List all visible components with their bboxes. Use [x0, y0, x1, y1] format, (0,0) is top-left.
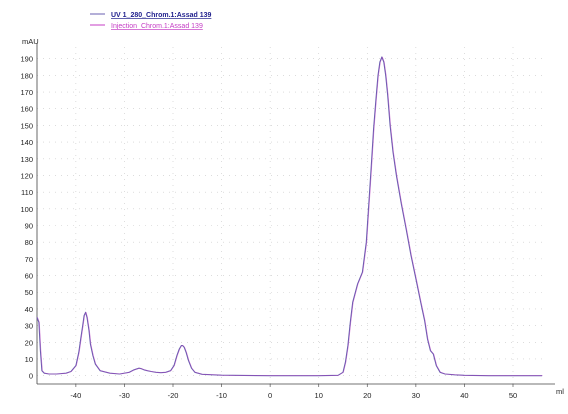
legend-entry: UV 1_280_Chrom.1:Assad 139: [111, 12, 211, 19]
series-line: [36, 56, 543, 377]
x-tick-label: -20: [168, 391, 179, 400]
y-tick-label: 170: [20, 88, 33, 97]
y-axis-label: mAU: [22, 37, 39, 46]
x-tick-label: 40: [460, 391, 468, 400]
x-tick-label: -40: [70, 391, 81, 400]
y-tick-label: 0: [29, 372, 33, 381]
y-tick-label: 190: [20, 55, 33, 64]
y-tick-label: 30: [25, 322, 33, 331]
y-tick-label: 160: [20, 105, 33, 114]
series-line-overlay: [37, 56, 543, 376]
y-tick-label: 40: [25, 305, 33, 314]
x-axis-label: ml: [556, 387, 564, 396]
x-tick-label: 30: [412, 391, 420, 400]
y-tick-label: 140: [20, 138, 33, 147]
y-tick-label: 90: [25, 222, 33, 231]
y-tick-label: 120: [20, 171, 33, 180]
y-tick-label: 150: [20, 121, 33, 130]
legend-entry: Injection_Chrom.1:Assad 139: [111, 23, 203, 30]
y-tick-label: 70: [25, 255, 33, 264]
x-tick-label: -10: [216, 391, 227, 400]
x-tick-label: 20: [363, 391, 371, 400]
x-tick-label: 0: [268, 391, 272, 400]
y-tick-label: 20: [25, 338, 33, 347]
y-tick-label: 100: [20, 205, 33, 214]
y-tick-label: 80: [25, 238, 33, 247]
y-tick-label: 10: [25, 355, 33, 364]
y-tick-label: 60: [25, 272, 33, 281]
x-tick-label: -30: [119, 391, 130, 400]
y-tick-label: 110: [21, 188, 33, 197]
x-tick-label: 50: [509, 391, 517, 400]
y-tick-label: 130: [20, 155, 33, 164]
y-tick-label: 180: [20, 71, 33, 80]
y-tick-label: 50: [25, 288, 33, 297]
x-tick-label: 10: [315, 391, 323, 400]
